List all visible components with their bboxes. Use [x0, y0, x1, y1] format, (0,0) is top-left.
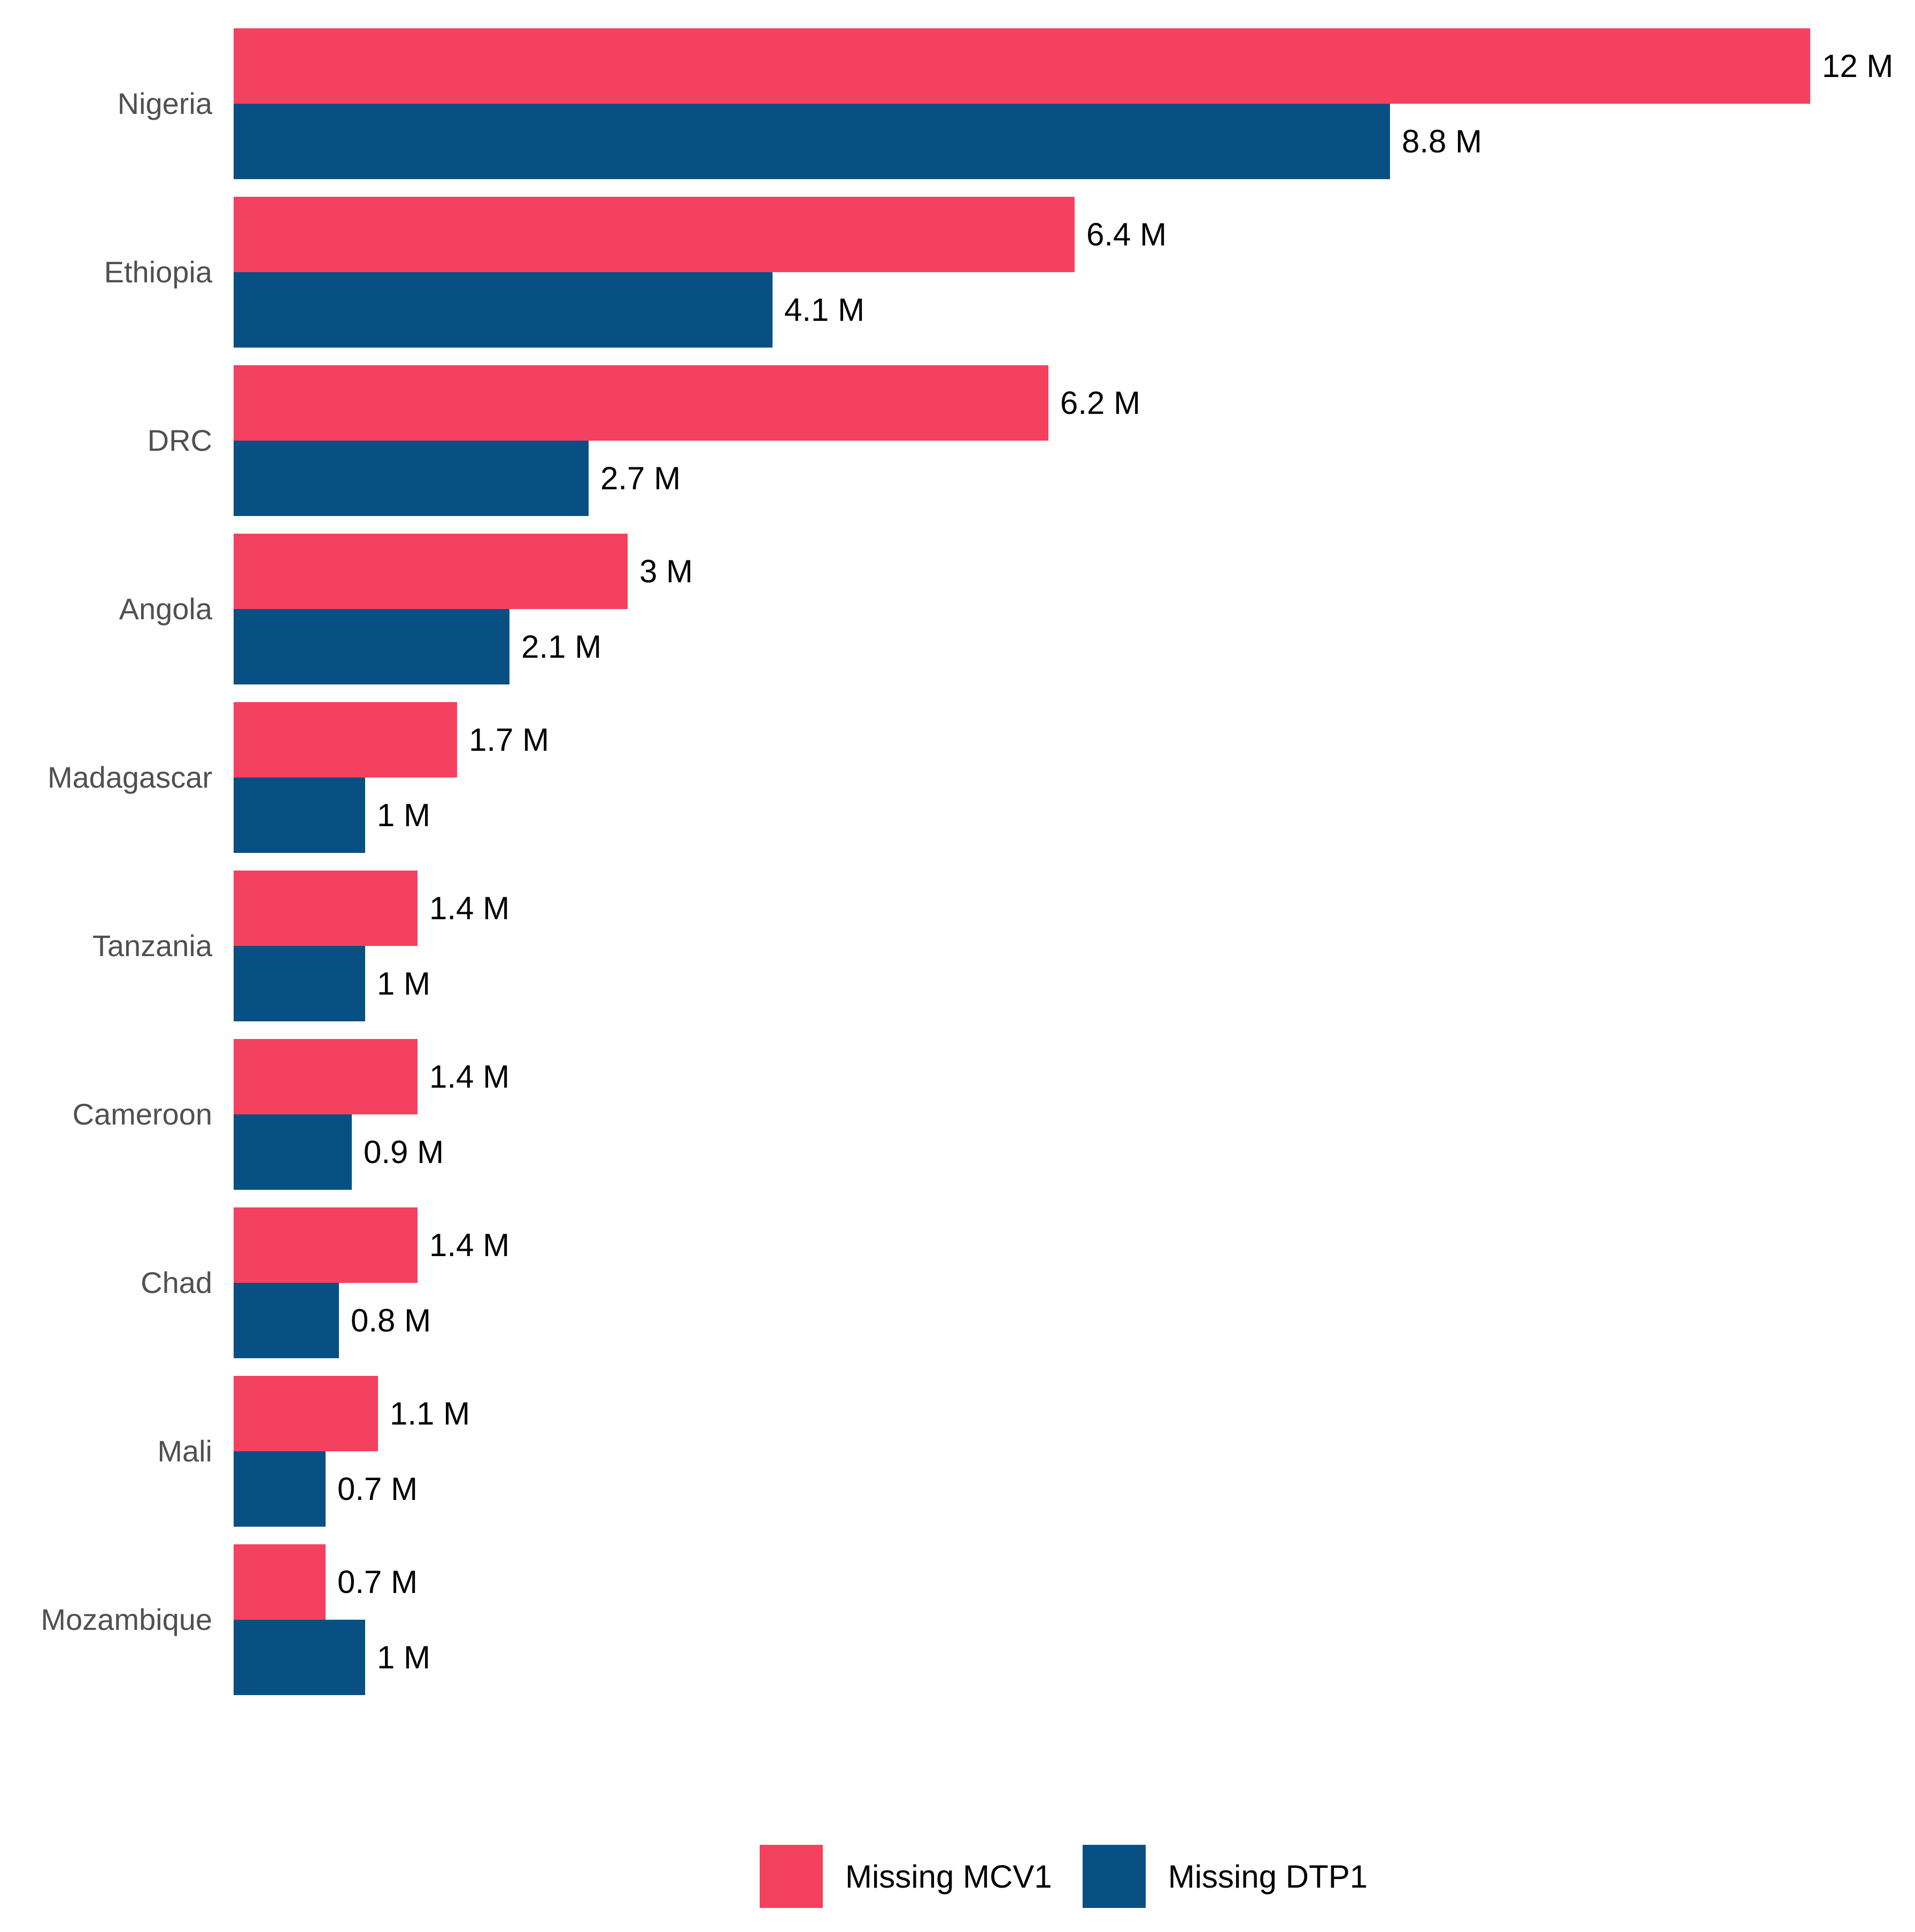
category-label: DRC [147, 424, 212, 458]
value-label-mcv1: 6.2 M [1060, 385, 1141, 421]
category-bars: 6.2 M 2.7 M [234, 365, 1810, 516]
category-label: Chad [141, 1266, 212, 1300]
bar-missing-mcv1 [234, 871, 418, 946]
chart-row: Ethiopia 6.4 M 4.1 M [0, 197, 1915, 348]
category-label: Ethiopia [104, 255, 212, 289]
bar-missing-dtp1 [234, 1620, 365, 1695]
category-bars: 6.4 M 4.1 M [234, 197, 1810, 348]
chart-row: Mali 1.1 M 0.7 M [0, 1376, 1915, 1527]
bar-missing-mcv1 [234, 28, 1810, 104]
category-bars: 3 M 2.1 M [234, 534, 1810, 684]
value-label-dtp1: 4.1 M [784, 292, 865, 328]
category-bars: 12 M 8.8 M [234, 28, 1893, 179]
value-label-dtp1: 0.9 M [364, 1134, 444, 1170]
chart-row: Cameroon 1.4 M 0.9 M [0, 1039, 1915, 1190]
bar-missing-mcv1 [234, 1544, 326, 1620]
value-label-dtp1: 1 M [377, 797, 431, 833]
category-bars: 1.1 M 0.7 M [234, 1376, 1810, 1527]
value-label-mcv1: 1.7 M [469, 722, 550, 758]
chart-row: Madagascar 1.7 M 1 M [0, 702, 1915, 853]
chart-row: DRC 6.2 M 2.7 M [0, 365, 1915, 516]
bar-missing-dtp1 [234, 609, 509, 684]
dtp1-legend-label: Missing DTP1 [1168, 1858, 1368, 1895]
category-label: Tanzania [92, 929, 212, 963]
value-label-dtp1: 0.8 M [351, 1303, 431, 1338]
value-label-dtp1: 1 M [377, 1639, 431, 1675]
legend-item-missing-mcv1: Missing MCV1 [760, 1845, 1052, 1908]
mcv1-legend-label: Missing MCV1 [845, 1858, 1052, 1895]
value-label-mcv1: 0.7 M [337, 1564, 418, 1600]
bar-missing-mcv1 [234, 702, 457, 778]
legend-item-missing-dtp1: Missing DTP1 [1082, 1845, 1368, 1908]
value-label-dtp1: 1 M [377, 966, 431, 1002]
bar-missing-dtp1 [234, 272, 773, 348]
category-bars: 1.4 M 0.8 M [234, 1207, 1810, 1358]
value-label-mcv1: 12 M [1822, 48, 1894, 84]
bar-missing-dtp1 [234, 1451, 326, 1527]
value-label-dtp1: 8.8 M [1402, 124, 1482, 159]
value-label-mcv1: 1.1 M [390, 1396, 470, 1431]
category-label: Angola [119, 592, 212, 626]
category-bars: 1.7 M 1 M [234, 702, 1810, 853]
value-label-mcv1: 3 M [639, 553, 693, 589]
mcv1-legend-swatch [760, 1845, 823, 1908]
value-label-dtp1: 2.7 M [600, 460, 681, 496]
value-label-mcv1: 1.4 M [429, 1059, 510, 1095]
chart-row: Angola 3 M 2.1 M [0, 534, 1915, 684]
chart-row: Tanzania 1.4 M 1 M [0, 871, 1915, 1021]
category-bars: 0.7 M 1 M [234, 1544, 1810, 1695]
value-label-mcv1: 1.4 M [429, 890, 510, 926]
category-bars: 1.4 M 0.9 M [234, 1039, 1810, 1190]
category-label: Cameroon [72, 1097, 212, 1132]
chart-row: Chad 1.4 M 0.8 M [0, 1207, 1915, 1358]
bar-missing-dtp1 [234, 778, 365, 853]
dtp1-legend-swatch [1082, 1845, 1146, 1908]
chart-row: Nigeria 12 M 8.8 M [0, 28, 1915, 179]
category-bars: 1.4 M 1 M [234, 871, 1810, 1021]
chart-rows: Nigeria 12 M 8.8 M Ethiopia 6.4 M 4.1 M DRC 6.2… [0, 28, 1915, 1695]
bar-missing-mcv1 [234, 534, 628, 609]
bar-missing-mcv1 [234, 1376, 378, 1451]
bar-missing-mcv1 [234, 197, 1075, 272]
chart-row: Mozambique 0.7 M 1 M [0, 1544, 1915, 1695]
chart-legend: Missing MCV1 Missing DTP1 [760, 1845, 1368, 1908]
bar-missing-mcv1 [234, 365, 1048, 441]
value-label-mcv1: 1.4 M [429, 1227, 510, 1263]
bar-missing-dtp1 [234, 1283, 339, 1358]
category-label: Nigeria [117, 87, 212, 121]
bar-missing-dtp1 [234, 1114, 352, 1190]
bar-missing-dtp1 [234, 104, 1390, 179]
category-label: Madagascar [47, 760, 212, 795]
bar-missing-mcv1 [234, 1039, 418, 1114]
bar-missing-dtp1 [234, 441, 589, 516]
bar-missing-dtp1 [234, 946, 365, 1021]
bar-missing-mcv1 [234, 1207, 418, 1283]
category-label: Mali [157, 1434, 212, 1468]
value-label-dtp1: 2.1 M [521, 629, 602, 665]
value-label-dtp1: 0.7 M [337, 1471, 418, 1507]
category-label: Mozambique [41, 1603, 212, 1637]
value-label-mcv1: 6.4 M [1086, 217, 1167, 252]
